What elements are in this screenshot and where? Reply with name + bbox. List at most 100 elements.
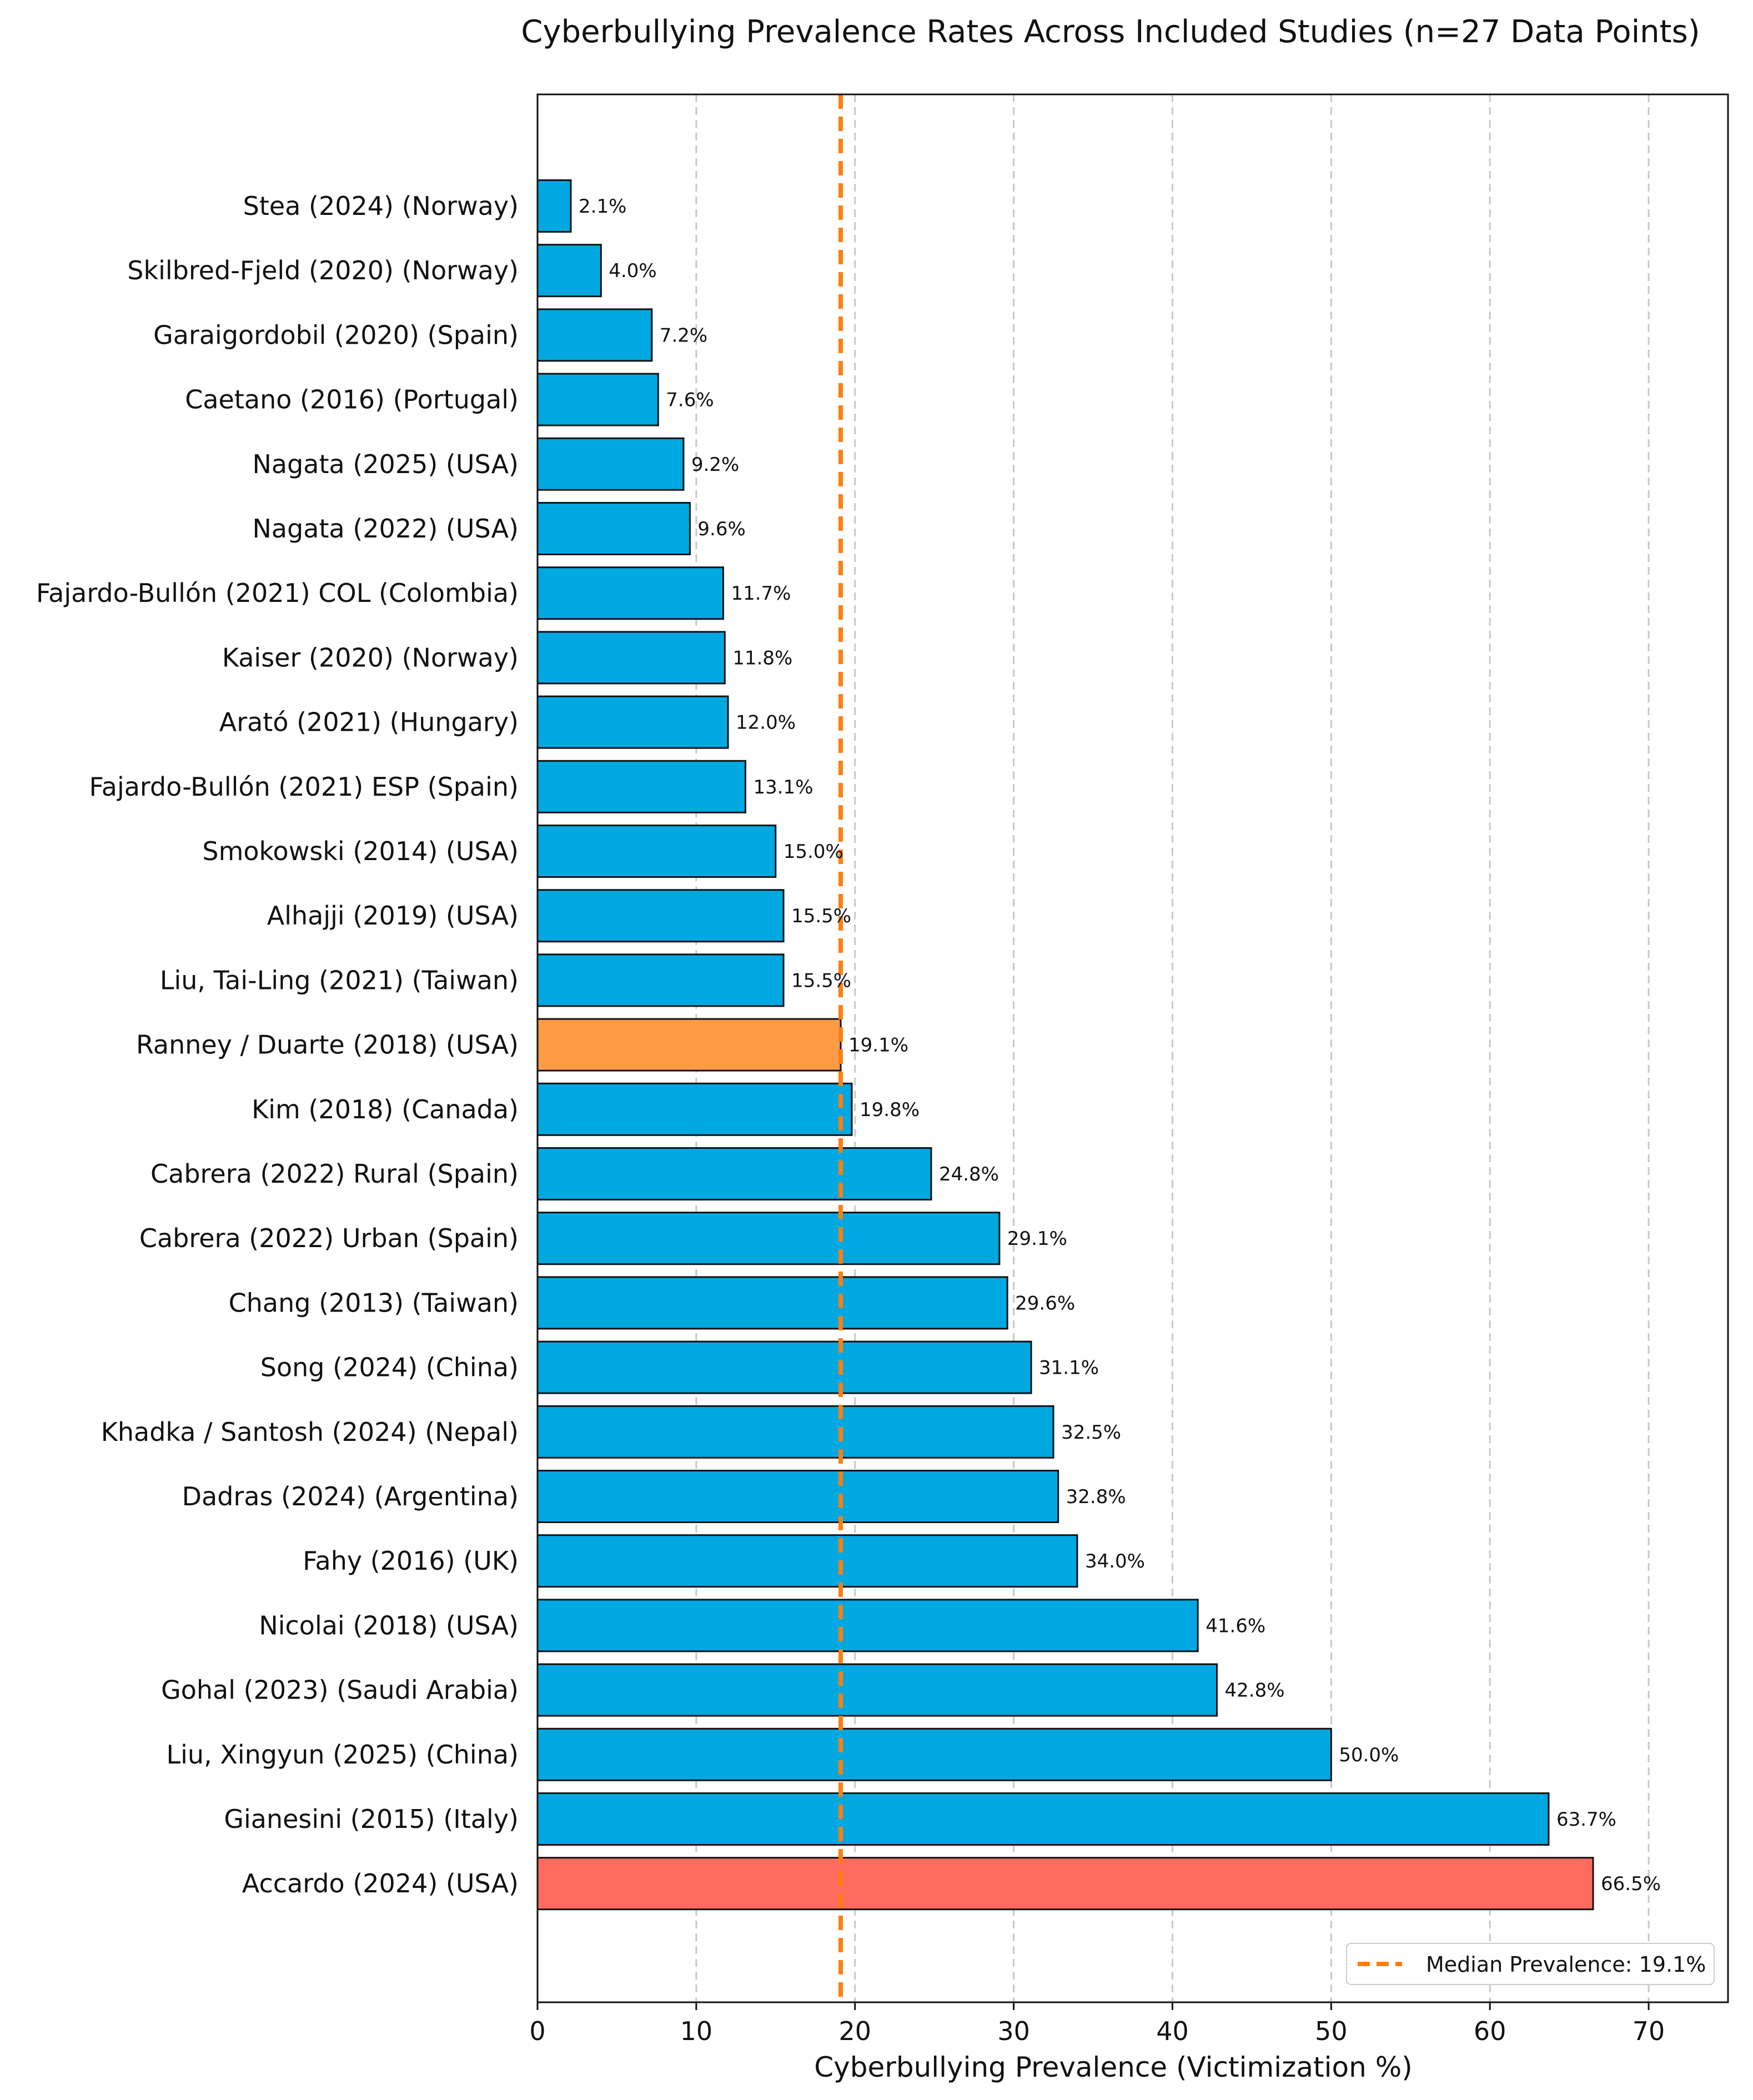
category-label: Cabrera (2022) Rural (Spain): [150, 1159, 519, 1189]
value-label: 41.6%: [1205, 1615, 1265, 1637]
category-labels: Stea (2024) (Norway) Skilbred-Fjeld (2020…: [36, 191, 519, 1898]
value-label: 19.8%: [860, 1099, 920, 1121]
value-label: 15.5%: [791, 905, 851, 927]
x-axis-label: Cyberbullying Prevalence (Victimization …: [814, 2051, 1412, 2083]
category-label: Ranney / Duarte (2018) (USA): [136, 1030, 519, 1060]
category-label: Khadka / Santosh (2024) (Nepal): [101, 1417, 519, 1447]
category-label: Arató (2021) (Hungary): [219, 707, 519, 737]
x-tick-label: 60: [1474, 2016, 1506, 2046]
x-tick-label: 20: [838, 2016, 871, 2046]
category-label: Alhajji (2019) (USA): [267, 901, 519, 931]
bar: [536, 244, 602, 298]
value-label: 11.8%: [732, 647, 792, 669]
bar: [536, 566, 724, 620]
category-label: Chang (2013) (Taiwan): [229, 1288, 519, 1318]
category-label: Gianesini (2015) (Italy): [224, 1804, 519, 1834]
bar: [536, 1792, 1550, 1846]
bar: [536, 889, 785, 943]
value-label: 31.1%: [1039, 1357, 1099, 1379]
category-label: Kim (2018) (Canada): [252, 1094, 519, 1124]
chart-title: Cyberbullying Prevalence Rates Across In…: [521, 14, 1700, 50]
bar: [536, 695, 729, 749]
legend-box: [1346, 1943, 1715, 1985]
value-label: 19.1%: [848, 1034, 908, 1057]
category-label: Liu, Tai-Ling (2021) (Taiwan): [160, 965, 519, 995]
value-labels: 2.1% 4.0% 7.2% 7.6% 9.2% 9.6% 11.7% 11.8% 12.0% 1…: [579, 195, 1661, 1895]
value-label: 24.8%: [939, 1163, 999, 1185]
bar: [536, 502, 691, 555]
bar: [536, 760, 746, 813]
category-label: Gohal (2023) (Saudi Arabia): [161, 1675, 519, 1705]
category-label: Nagata (2025) (USA): [253, 449, 519, 479]
category-label: Smokowski (2014) (USA): [202, 836, 519, 866]
bar: [536, 1470, 1059, 1523]
legend: Median Prevalence: 19.1%: [1346, 1943, 1715, 1985]
bar: [536, 1405, 1054, 1459]
x-tick-label: 0: [529, 2016, 545, 2046]
bar: [536, 1663, 1218, 1717]
value-label: 63.7%: [1556, 1808, 1616, 1831]
value-label: 34.0%: [1085, 1550, 1145, 1573]
category-label: Accardo (2024) (USA): [242, 1868, 519, 1898]
bar: [536, 1276, 1008, 1330]
bar: [536, 1212, 1001, 1265]
value-label: 66.5%: [1601, 1873, 1661, 1895]
category-label: Fahy (2016) (UK): [303, 1546, 519, 1576]
category-label: Kaiser (2020) (Norway): [222, 642, 519, 672]
bar: [536, 308, 653, 362]
value-label: 2.1%: [579, 195, 626, 218]
value-label: 12.0%: [736, 712, 796, 734]
plot-frame: [536, 93, 1729, 2003]
value-label: 32.8%: [1066, 1486, 1126, 1508]
value-label: 29.6%: [1015, 1292, 1075, 1314]
category-label: Caetano (2016) (Portugal): [185, 385, 519, 415]
bar: [536, 825, 777, 878]
bars: [536, 179, 1594, 1911]
category-label: Liu, Xingyun (2025) (China): [167, 1740, 519, 1770]
x-tick-label: 70: [1633, 2016, 1665, 2046]
x-tick-label: 40: [1156, 2016, 1189, 2046]
bar: [536, 953, 785, 1007]
category-label: Cabrera (2022) Urban (Spain): [139, 1223, 519, 1253]
value-label: 11.7%: [731, 582, 791, 605]
category-label: Stea (2024) (Norway): [243, 191, 519, 221]
value-label: 7.2%: [660, 324, 707, 346]
value-label: 32.5%: [1061, 1421, 1121, 1444]
value-label: 4.0%: [609, 260, 656, 282]
bar: [536, 1727, 1332, 1781]
bar: [536, 1534, 1078, 1588]
category-label: Fajardo-Bullón (2021) COL (Colombia): [36, 578, 519, 608]
bar: [536, 1599, 1199, 1652]
value-label: 15.0%: [783, 841, 843, 863]
value-label: 50.0%: [1339, 1744, 1399, 1766]
bar: [536, 1082, 853, 1136]
x-tick-label: 10: [680, 2016, 713, 2046]
bar: [536, 1018, 842, 1072]
value-label: 9.2%: [691, 454, 739, 476]
x-tick-label: 30: [997, 2016, 1030, 2046]
bar: [536, 1147, 932, 1200]
bar: [536, 631, 726, 685]
value-label: 29.1%: [1007, 1228, 1067, 1250]
bar: [536, 437, 685, 491]
bar: [536, 1340, 1032, 1394]
value-label: 7.6%: [666, 389, 714, 411]
category-label: Song (2024) (China): [260, 1353, 519, 1383]
bar: [536, 373, 659, 426]
value-label: 15.5%: [791, 969, 851, 992]
category-label: Skilbred-Fjeld (2020) (Norway): [127, 255, 519, 285]
category-label: Nagata (2022) (USA): [253, 514, 519, 544]
category-label: Fajardo-Bullón (2021) ESP (Spain): [89, 772, 519, 802]
category-label: Garaigordobil (2020) (Spain): [153, 320, 519, 350]
x-tick-label: 50: [1315, 2016, 1348, 2046]
value-label: 42.8%: [1225, 1680, 1285, 1702]
value-label: 13.1%: [753, 776, 813, 798]
bar: [536, 1857, 1594, 1911]
category-label: Dadras (2024) (Argentina): [182, 1481, 519, 1511]
bar: [536, 179, 572, 233]
category-label: Nicolai (2018) (USA): [259, 1610, 519, 1640]
x-axis: 0 10 20 30 40 50 60 70: [529, 2002, 1665, 2046]
value-label: 9.6%: [697, 518, 745, 540]
legend-median-label: Median Prevalence: 19.1%: [1426, 1952, 1706, 1977]
